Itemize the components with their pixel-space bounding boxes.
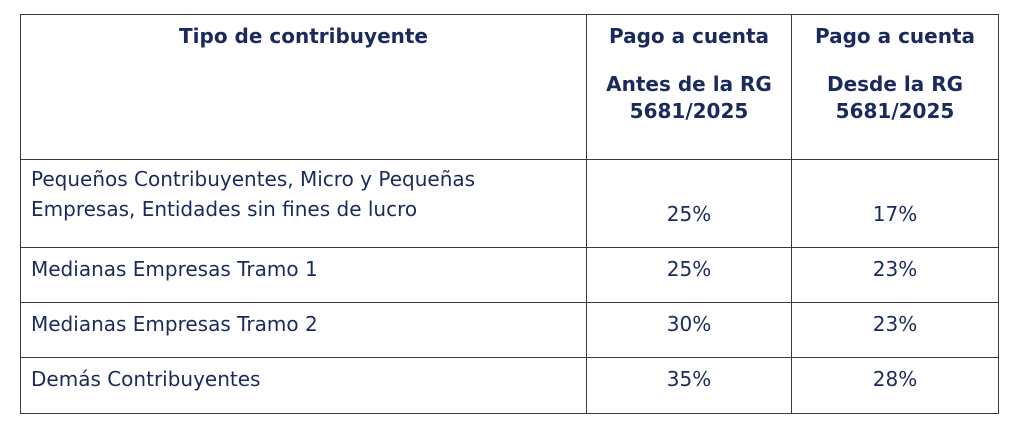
header-pago-antes: Pago a cuenta Antes de la RG 5681/2025 [586, 14, 792, 160]
header-tipo-label: Tipo de contribuyente [179, 24, 428, 48]
header-pago-desde-top: Pago a cuenta [814, 24, 976, 48]
row-tipo: Medianas Empresas Tramo 2 [20, 302, 587, 358]
table-header-row: Tipo de contribuyente Pago a cuenta Ante… [20, 14, 999, 160]
table-row: Demás Contribuyentes 35% 28% [20, 357, 999, 414]
row-tipo: Medianas Empresas Tramo 1 [20, 247, 587, 303]
row-tipo: Pequeños Contribuyentes, Micro y Pequeña… [20, 159, 587, 248]
table-row: Medianas Empresas Tramo 2 30% 23% [20, 302, 999, 358]
header-pago-desde-bottom: Desde la RG 5681/2025 [826, 72, 964, 123]
row-tipo: Demás Contribuyentes [20, 357, 587, 414]
header-tipo-contribuyente: Tipo de contribuyente [20, 14, 587, 160]
row-antes: 25% [586, 247, 792, 303]
row-desde: 17% [791, 159, 999, 248]
rates-table: Tipo de contribuyente Pago a cuenta Ante… [20, 14, 999, 414]
row-antes: 30% [586, 302, 792, 358]
row-desde: 28% [791, 357, 999, 414]
row-desde: 23% [791, 247, 999, 303]
header-pago-antes-top: Pago a cuenta [608, 24, 770, 48]
row-desde: 23% [791, 302, 999, 358]
header-pago-antes-bottom: Antes de la RG 5681/2025 [606, 72, 772, 123]
row-antes: 25% [586, 159, 792, 248]
header-pago-desde: Pago a cuenta Desde la RG 5681/2025 [791, 14, 999, 160]
row-antes: 35% [586, 357, 792, 414]
table-row: Medianas Empresas Tramo 1 25% 23% [20, 247, 999, 303]
table-row: Pequeños Contribuyentes, Micro y Pequeña… [20, 159, 999, 248]
